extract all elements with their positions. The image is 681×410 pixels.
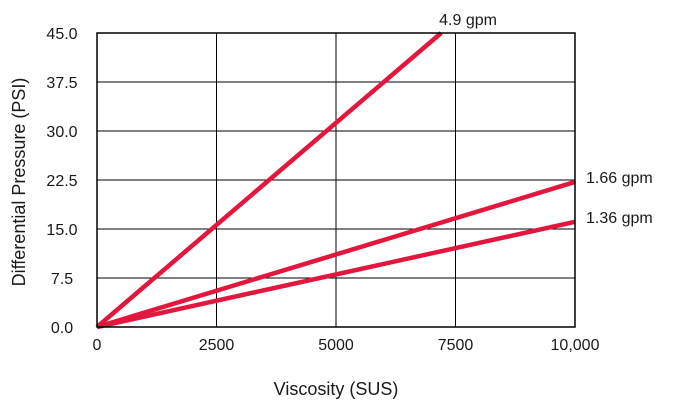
series-lines bbox=[95, 31, 576, 330]
y-tick-label: 15.0 bbox=[46, 222, 77, 239]
y-tick-label: 0.0 bbox=[51, 320, 73, 337]
series-line bbox=[96, 179, 576, 330]
y-tick-label: 37.5 bbox=[46, 75, 77, 92]
plot-frame bbox=[96, 32, 576, 328]
series-label: 4.9 gpm bbox=[439, 12, 497, 29]
y-axis-title: Differential Pressure (PSI) bbox=[9, 78, 29, 287]
x-tick-label: 7500 bbox=[438, 337, 474, 354]
y-tick-label: 30.0 bbox=[46, 124, 77, 141]
x-tick-label: 10,000 bbox=[551, 337, 600, 354]
y-tick-label: 7.5 bbox=[51, 271, 73, 288]
x-axis-title: Viscosity (SUS) bbox=[274, 379, 399, 399]
series-line bbox=[95, 31, 443, 329]
y-axis-ticks: 0.0 7.5 15.0 22.5 30.0 37.5 45.0 bbox=[46, 26, 77, 337]
grid bbox=[96, 32, 576, 328]
x-tick-label: 2500 bbox=[199, 337, 235, 354]
series-label: 1.36 gpm bbox=[586, 210, 653, 227]
x-tick-label: 0 bbox=[93, 337, 102, 354]
x-tick-label: 5000 bbox=[318, 337, 354, 354]
series-line bbox=[96, 219, 576, 330]
y-tick-label: 22.5 bbox=[46, 173, 77, 190]
series-labels: 4.9 gpm 1.66 gpm 1.36 gpm bbox=[439, 12, 653, 227]
x-axis-ticks: 0 2500 5000 7500 10,000 bbox=[93, 337, 600, 354]
y-tick-label: 45.0 bbox=[46, 26, 77, 43]
series-label: 1.66 gpm bbox=[586, 170, 653, 187]
